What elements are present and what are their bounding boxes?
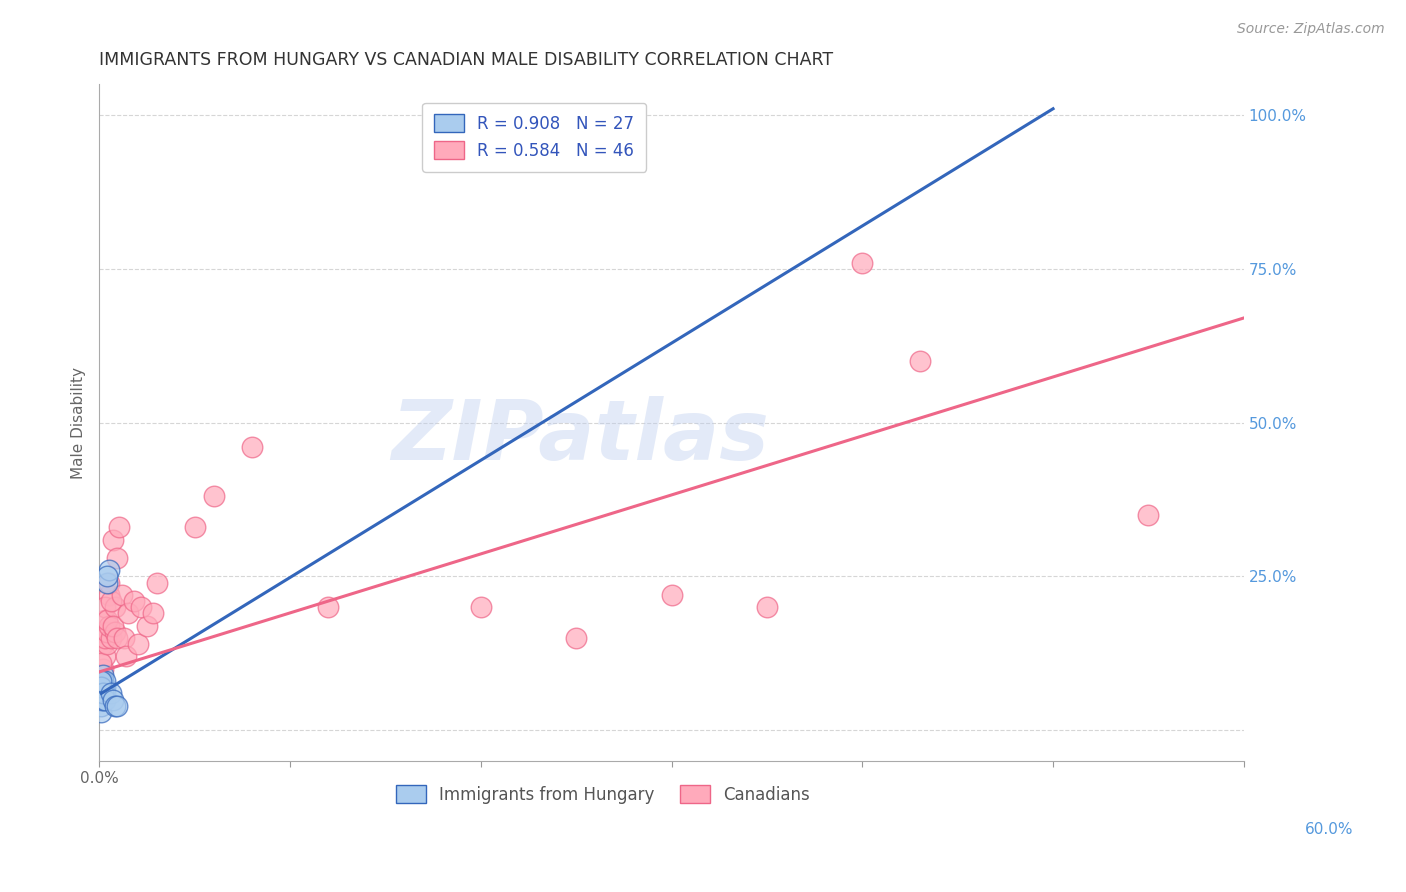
Point xyxy=(90,692,112,706)
Point xyxy=(101,533,124,547)
Point xyxy=(96,624,118,639)
Point xyxy=(470,600,492,615)
Point xyxy=(105,551,128,566)
Point xyxy=(98,563,121,577)
Point xyxy=(1137,508,1160,522)
Point xyxy=(90,680,112,694)
Point xyxy=(90,698,112,713)
Text: IMMIGRANTS FROM HUNGARY VS CANADIAN MALE DISABILITY CORRELATION CHART: IMMIGRANTS FROM HUNGARY VS CANADIAN MALE… xyxy=(100,51,834,69)
Point xyxy=(107,520,129,534)
Point xyxy=(91,686,114,700)
Point xyxy=(131,600,153,615)
Point xyxy=(90,692,112,706)
Point xyxy=(104,624,127,639)
Text: Source: ZipAtlas.com: Source: ZipAtlas.com xyxy=(1237,22,1385,37)
Point xyxy=(90,705,112,719)
Point xyxy=(104,698,127,713)
Point xyxy=(105,631,128,645)
Point xyxy=(98,575,121,590)
Point xyxy=(202,490,225,504)
Point xyxy=(90,674,112,689)
Point xyxy=(115,649,138,664)
Point xyxy=(117,607,139,621)
Point xyxy=(91,674,114,689)
Point xyxy=(318,600,340,615)
Point xyxy=(94,649,117,664)
Point xyxy=(122,594,145,608)
Point xyxy=(94,692,117,706)
Point xyxy=(91,668,114,682)
Point xyxy=(94,686,117,700)
Point xyxy=(908,354,931,368)
Point xyxy=(91,637,114,651)
Point xyxy=(104,600,127,615)
Point xyxy=(91,686,114,700)
Point xyxy=(184,520,207,534)
Point xyxy=(127,637,149,651)
Point xyxy=(90,686,112,700)
Point xyxy=(661,588,683,602)
Point xyxy=(100,686,122,700)
Point xyxy=(94,674,117,689)
Point xyxy=(96,613,118,627)
Legend: Immigrants from Hungary, Canadians: Immigrants from Hungary, Canadians xyxy=(387,775,820,814)
Point xyxy=(94,600,117,615)
Point xyxy=(565,631,588,645)
Point xyxy=(755,600,778,615)
Point xyxy=(142,607,165,621)
Text: 60.0%: 60.0% xyxy=(1305,822,1353,838)
Point xyxy=(105,698,128,713)
Point xyxy=(100,594,122,608)
Point xyxy=(91,662,114,676)
Point xyxy=(111,588,134,602)
Point xyxy=(98,618,121,632)
Y-axis label: Male Disability: Male Disability xyxy=(72,367,86,479)
Point xyxy=(851,255,873,269)
Point xyxy=(90,674,112,689)
Point xyxy=(96,575,118,590)
Text: ZIPatlas: ZIPatlas xyxy=(391,396,769,476)
Point xyxy=(136,618,159,632)
Point xyxy=(240,440,263,454)
Point xyxy=(101,618,124,632)
Point xyxy=(90,680,112,694)
Point xyxy=(112,631,135,645)
Point xyxy=(96,637,118,651)
Point xyxy=(91,624,114,639)
Point xyxy=(90,686,112,700)
Point xyxy=(96,569,118,583)
Point xyxy=(101,692,124,706)
Point xyxy=(94,680,117,694)
Point xyxy=(94,631,117,645)
Point xyxy=(91,692,114,706)
Point xyxy=(98,588,121,602)
Point xyxy=(94,613,117,627)
Point xyxy=(100,631,122,645)
Point xyxy=(90,680,112,694)
Point xyxy=(90,656,112,670)
Point xyxy=(91,680,114,694)
Point xyxy=(90,674,112,689)
Point xyxy=(145,575,167,590)
